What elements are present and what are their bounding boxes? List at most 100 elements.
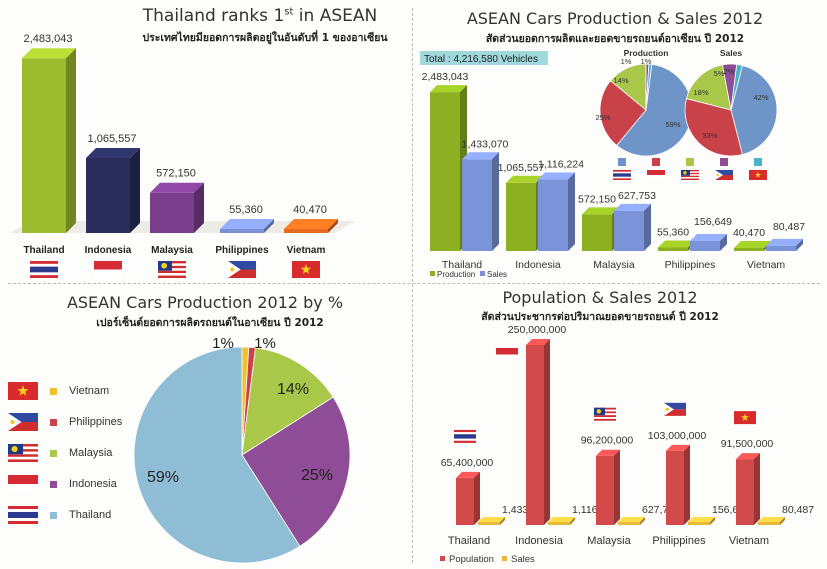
bar-thailand bbox=[22, 48, 76, 233]
legend-flag-malaysia bbox=[8, 444, 38, 462]
bar-production-malaysia-top bbox=[582, 207, 619, 215]
bar-population-vietnam bbox=[736, 453, 760, 525]
bar-production-philippines bbox=[658, 240, 695, 251]
bar-sales-philippines-side bbox=[720, 233, 727, 251]
bar-vietnam-front bbox=[284, 229, 328, 233]
value-label-population-thailand: 65,400,000 bbox=[441, 457, 494, 469]
bar-population-indonesia-front bbox=[526, 345, 544, 525]
bar-philippines-top bbox=[220, 219, 274, 229]
mini-legend-swatch-malaysia bbox=[686, 158, 694, 166]
legend-sales-swatch bbox=[480, 271, 485, 276]
bar-sales-philippines-side bbox=[710, 517, 715, 525]
pie-label-production-indonesia: 25% bbox=[595, 113, 610, 122]
flag-thailand-blue bbox=[454, 434, 476, 439]
legend-flag-shape-philippines-red bbox=[8, 422, 38, 431]
value-label-production-vietnam: 40,470 bbox=[733, 227, 765, 239]
category-label-thailand: Thailand bbox=[448, 535, 490, 547]
bar-production-malaysia-front bbox=[582, 214, 612, 251]
bar-sales-vietnam-side bbox=[796, 238, 803, 251]
bar-indonesia-top bbox=[86, 147, 140, 158]
category-label-vietnam: Vietnam bbox=[287, 245, 326, 256]
legend-label-philippines: Philippines bbox=[69, 416, 123, 428]
value-label-sales-malaysia: 627,753 bbox=[618, 190, 656, 202]
bar-sales-malaysia bbox=[614, 203, 651, 251]
legend-row-vietnam: Vietnam bbox=[8, 380, 109, 402]
legend-row-malaysia: Malaysia bbox=[8, 442, 112, 464]
bar-sales-thailand-top bbox=[478, 517, 505, 522]
chart-production-pie: 1% 1% 14% 25% 59% bbox=[133, 335, 351, 564]
value-label-sales-vietnam: 80,487 bbox=[773, 221, 805, 233]
category-label-philippines: Philippines bbox=[665, 259, 716, 271]
legend-population-swatch bbox=[440, 556, 445, 561]
bar-sales-philippines bbox=[690, 233, 727, 251]
flag-vietnam bbox=[292, 261, 320, 278]
mini-pie-production-slice bbox=[616, 63, 693, 157]
bar-vietnam-top bbox=[284, 219, 338, 229]
bar-population-malaysia-front bbox=[596, 455, 614, 525]
bar-production-vietnam-front bbox=[734, 248, 764, 251]
legend-flag-shape-thailand-blue bbox=[8, 512, 38, 518]
category-label-philippines: Philippines bbox=[215, 245, 269, 256]
legend-flag-shape-malaysia-stripe bbox=[8, 454, 38, 457]
bar-malaysia bbox=[150, 182, 204, 233]
legend-flag-shape-philippines-sun bbox=[10, 419, 15, 425]
pie-label-sales-indonesia: 33% bbox=[702, 131, 717, 140]
bar-thailand-front bbox=[22, 58, 66, 233]
bar-production-malaysia bbox=[582, 207, 619, 251]
bar-sales-indonesia-top bbox=[548, 517, 575, 522]
bar-population-thailand-side bbox=[474, 471, 480, 525]
bar-sales-malaysia-top bbox=[614, 203, 651, 211]
mini-pie-sales-slice bbox=[684, 98, 743, 157]
pie-label-production-thailand: 59% bbox=[665, 120, 680, 129]
value-label-sales-vietnam: 80,487 bbox=[782, 504, 814, 516]
pie-label-thailand: 59% bbox=[147, 469, 179, 486]
bar-production-philippines-front bbox=[658, 247, 688, 251]
flag-malaysia bbox=[594, 407, 616, 421]
pie-label-philippines: 1% bbox=[254, 335, 276, 352]
bar-sales-vietnam-top bbox=[758, 517, 785, 522]
bar-production-thailand-top bbox=[430, 85, 467, 93]
bar-production-philippines-top bbox=[658, 240, 695, 248]
legend-flag-shape-thailand bbox=[8, 506, 38, 524]
mini-legend-flag-indonesia-white bbox=[647, 175, 665, 180]
production-pie-slice bbox=[241, 396, 351, 547]
mini-legend-flag-vietnam-star bbox=[755, 171, 761, 178]
bar-sales-indonesia-side bbox=[568, 172, 575, 251]
flag-vietnam bbox=[734, 411, 756, 425]
value-label-sales-indonesia: 1,116,224 bbox=[538, 159, 584, 171]
bar-philippines-side bbox=[264, 219, 274, 233]
flag-philippines-blue bbox=[228, 261, 256, 270]
bar-population-vietnam-front bbox=[736, 459, 754, 525]
flag-malaysia-crescent bbox=[161, 262, 168, 269]
value-label-production-malaysia: 572,150 bbox=[578, 193, 616, 205]
bar-vietnam-side bbox=[328, 219, 338, 233]
legend-flag-shape-indonesia-red bbox=[8, 475, 38, 484]
mini-legend-flag-indonesia-red bbox=[647, 170, 665, 175]
bar-sales-philippines-front bbox=[690, 240, 720, 251]
legend-sales-label: Sales bbox=[487, 270, 507, 279]
panel2-title: ASEAN Cars Production & Sales 2012 bbox=[466, 9, 764, 28]
pie-label-sales-malaysia: 18% bbox=[693, 88, 708, 97]
panel4-subtitle: สัดส่วนประชากรต่อปริมาณยอดขายรถยนต์ ปี 2… bbox=[481, 311, 719, 323]
category-label-malaysia: Malaysia bbox=[593, 259, 635, 271]
category-label-indonesia: Indonesia bbox=[515, 259, 561, 271]
flag-thailand bbox=[30, 261, 58, 278]
category-label-indonesia: Indonesia bbox=[515, 535, 564, 547]
flag-malaysia-stripe bbox=[158, 270, 186, 274]
value-label-population-indonesia: 250,000,000 bbox=[508, 324, 567, 336]
bar-population-philippines-side bbox=[684, 444, 690, 525]
bar-sales-thailand-front bbox=[462, 159, 492, 251]
legend-row-thailand: Thailand bbox=[8, 504, 111, 526]
mini-pie-sales-slice bbox=[730, 63, 743, 111]
bar-population-malaysia-side bbox=[614, 449, 620, 525]
pie-label-sales-vietnam: 2% bbox=[724, 67, 735, 76]
horizontal-divider bbox=[8, 283, 820, 284]
mini-legend-swatch-indonesia bbox=[652, 158, 660, 166]
flag-malaysia-stripe bbox=[594, 415, 616, 418]
value-label-production-philippines: 55,360 bbox=[657, 226, 689, 238]
bar-sales-indonesia bbox=[548, 517, 575, 525]
bar-sales-vietnam-top bbox=[766, 238, 803, 246]
bar-population-philippines-front bbox=[666, 450, 684, 525]
legend-row-indonesia: Indonesia bbox=[8, 473, 117, 495]
legend-sales-label: Sales bbox=[511, 554, 535, 565]
